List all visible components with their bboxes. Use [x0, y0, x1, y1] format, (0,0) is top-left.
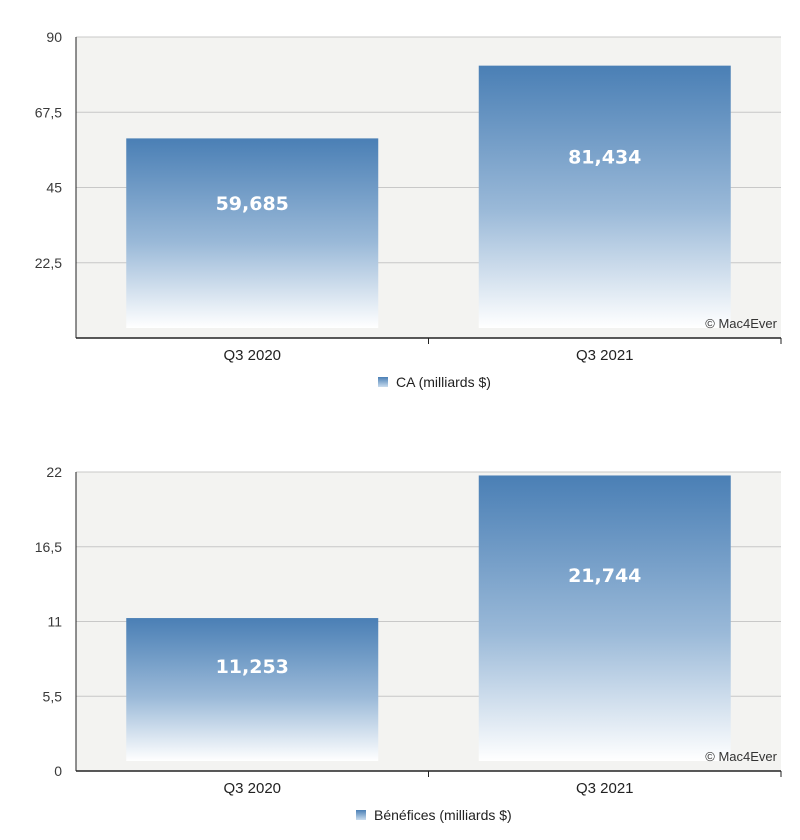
y-tick-label: 16,5: [35, 539, 62, 555]
y-tick-label: 90: [46, 29, 62, 45]
legend-swatch: [356, 810, 366, 820]
y-tick-label: 67,5: [35, 104, 62, 120]
x-tick-label: Q3 2021: [576, 780, 634, 797]
x-tick-label: Q3 2020: [223, 780, 281, 797]
bar: [478, 475, 731, 761]
revenue-chart: 22,5 45 67,5 90 59,685 Q3 2020 81,434 Q3 2021 © …: [0, 0, 800, 400]
y-tick-label: 5,5: [43, 688, 63, 704]
legend-label: Bénéfices (milliards $): [374, 807, 512, 823]
bar: [126, 618, 379, 761]
y-tick-label: 22: [46, 464, 62, 480]
bar-value-label: 59,685: [216, 193, 289, 215]
copyright-watermark: © Mac4Ever: [705, 749, 777, 764]
revenue-legend: CA (milliards $): [378, 374, 491, 390]
y-tick-label: 11: [47, 614, 62, 630]
profit-chart: 0 5,5 11 16,5 22 11,253 Q3 2020 21,744 Q3 2021 © …: [0, 440, 800, 840]
profit-legend: Bénéfices (milliards $): [356, 807, 512, 823]
bar-value-label: 21,744: [568, 565, 641, 587]
copyright-watermark: © Mac4Ever: [705, 316, 777, 331]
y-tick-label: 45: [46, 180, 62, 196]
y-tick-label: 22,5: [35, 255, 62, 271]
bar-value-label: 81,434: [568, 147, 641, 169]
legend-swatch: [378, 377, 388, 387]
bar: [478, 65, 731, 329]
x-tick-label: Q3 2020: [223, 347, 281, 364]
bar-value-label: 11,253: [216, 656, 289, 678]
y-tick-label: 0: [54, 763, 62, 779]
profit-chart-svg: 0 5,5 11 16,5 22 11,253 Q3 2020 21,744 Q3 2021 © …: [35, 464, 782, 797]
bar: [126, 138, 379, 328]
revenue-chart-svg: 22,5 45 67,5 90 59,685 Q3 2020 81,434 Q3 2021 © …: [35, 29, 782, 364]
legend-label: CA (milliards $): [396, 374, 491, 390]
x-tick-label: Q3 2021: [576, 347, 634, 364]
